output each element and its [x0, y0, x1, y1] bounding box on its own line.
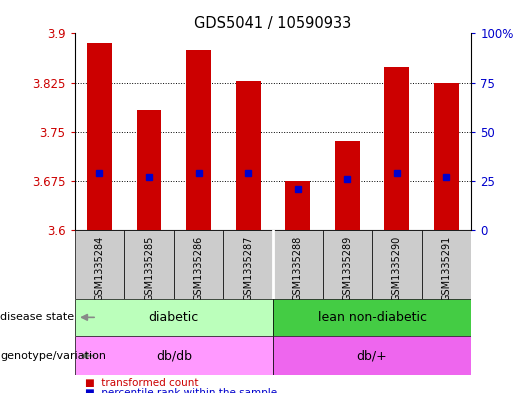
Text: GSM1335289: GSM1335289: [342, 235, 352, 301]
Text: disease state: disease state: [0, 312, 74, 322]
Text: genotype/variation: genotype/variation: [0, 351, 106, 361]
Text: GSM1335284: GSM1335284: [94, 235, 105, 301]
Text: diabetic: diabetic: [149, 311, 199, 324]
Bar: [385, 68, 409, 230]
Text: lean non-diabetic: lean non-diabetic: [318, 311, 426, 324]
Bar: [422, 230, 471, 299]
Text: db/db: db/db: [156, 349, 192, 362]
Text: db/+: db/+: [357, 349, 387, 362]
Text: GSM1335287: GSM1335287: [243, 235, 253, 301]
Bar: [124, 230, 174, 299]
Text: ■  percentile rank within the sample: ■ percentile rank within the sample: [85, 388, 277, 393]
Text: GSM1335288: GSM1335288: [293, 235, 303, 301]
Text: GSM1335286: GSM1335286: [194, 235, 203, 301]
Bar: [75, 299, 273, 336]
Bar: [87, 43, 112, 230]
Text: ■  transformed count: ■ transformed count: [85, 378, 198, 388]
Bar: [273, 299, 471, 336]
Bar: [75, 230, 124, 299]
Bar: [136, 110, 161, 230]
Bar: [434, 83, 459, 230]
Title: GDS5041 / 10590933: GDS5041 / 10590933: [194, 16, 352, 31]
Bar: [273, 336, 471, 375]
Bar: [224, 230, 273, 299]
Bar: [273, 230, 322, 299]
Bar: [322, 230, 372, 299]
Text: GSM1335285: GSM1335285: [144, 235, 154, 301]
Bar: [285, 181, 310, 230]
Text: GSM1335291: GSM1335291: [441, 235, 452, 301]
Bar: [75, 336, 273, 375]
Bar: [372, 230, 422, 299]
Bar: [335, 141, 359, 230]
Bar: [186, 50, 211, 230]
Text: GSM1335290: GSM1335290: [392, 235, 402, 301]
Bar: [174, 230, 224, 299]
Bar: [236, 81, 261, 230]
